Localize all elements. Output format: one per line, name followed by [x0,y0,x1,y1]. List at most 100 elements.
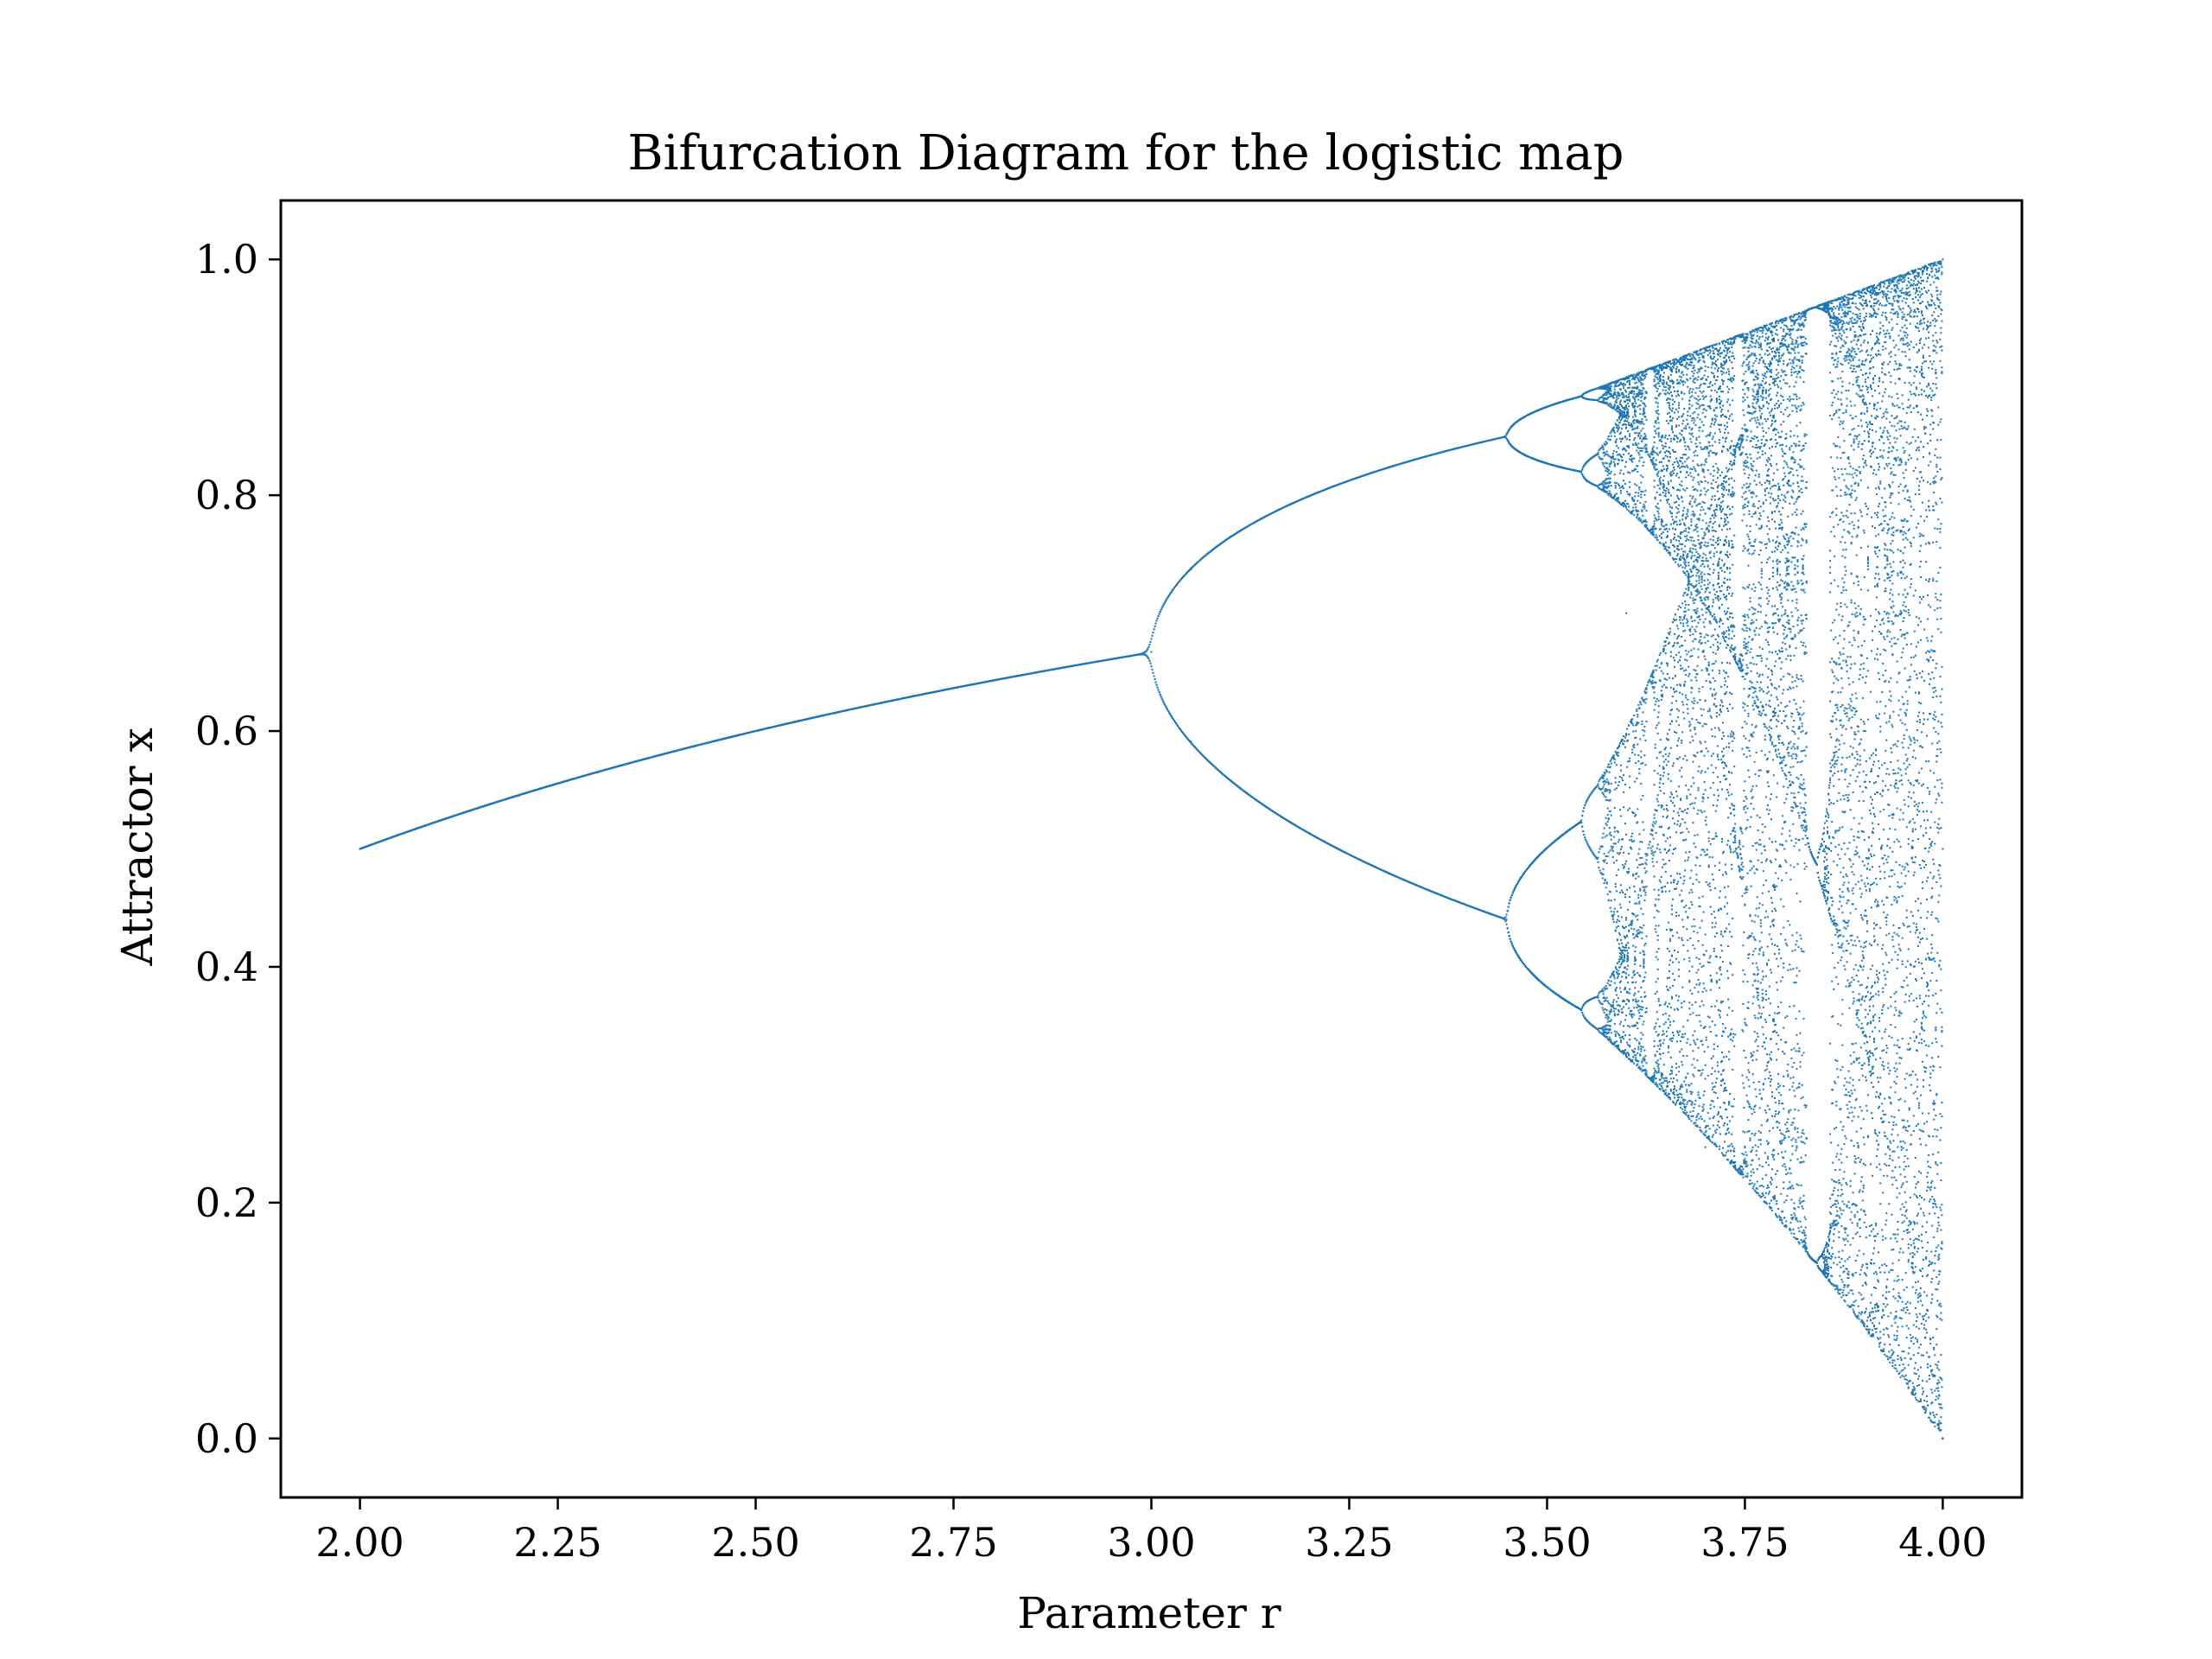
attractor-point [581,775,582,778]
attractor-point [1147,645,1150,648]
attractor-point [585,774,588,777]
attractor-point [1155,620,1158,622]
attractor-point [461,812,463,815]
attractor-point [1156,686,1159,689]
attractor-point [1174,586,1176,588]
attractor-point [1097,660,1100,663]
data-point [1704,1146,1707,1148]
attractor-point [1366,862,1369,865]
attractor-point [1185,735,1187,738]
attractor-point [1183,575,1185,577]
attractor-point [1232,534,1235,537]
attractor-point [645,758,647,760]
attractor-point [655,754,658,757]
attractor-point [1151,634,1154,637]
attractor-point [1170,715,1173,718]
attractor-point [1431,454,1433,456]
attractor-point [1366,473,1369,475]
attractor-point [1326,842,1328,844]
attractor-point [1421,456,1423,459]
attractor-point [431,822,433,824]
attractor-point [1184,574,1186,576]
attractor-point [859,706,861,709]
attractor-point [1159,611,1161,613]
attractor-point [1183,733,1185,735]
data-point [1942,848,1944,850]
attractor-point [536,789,538,791]
attractor-point [854,707,856,709]
attractor-point [1128,655,1129,658]
attractor-point [664,753,667,754]
attractor-point [630,761,632,764]
data-point [1150,651,1153,653]
attractor-point [1256,800,1259,803]
attractor-point [1370,864,1373,867]
attractor-point [1426,455,1427,458]
attractor-point [1180,729,1183,732]
attractor-point [1262,804,1264,806]
attractor-point [470,809,473,811]
attractor-point [1187,570,1190,573]
attractor-point [1440,894,1443,897]
attractor-point [973,683,976,685]
attractor-point [779,724,781,727]
attractor-point [520,793,523,796]
attractor-point [993,679,995,682]
attractor-point [830,713,831,715]
attractor-point [1155,683,1158,686]
attractor-point [1287,819,1289,822]
attractor-point [1179,579,1182,582]
attractor-point [1107,658,1109,661]
attractor-point [1165,706,1167,709]
attractor-point [1382,468,1384,471]
attractor-point [804,718,806,721]
attractor-point [1112,658,1115,660]
attractor-point [545,785,548,788]
attractor-point [475,807,478,810]
attractor-point [1167,711,1170,714]
attractor-point [481,805,483,808]
attractor-point [1262,517,1264,519]
attractor-point [614,766,617,768]
attractor-point [670,751,672,753]
attractor-point [764,728,766,730]
attractor-point [1149,662,1152,664]
attractor-point [849,709,851,711]
attractor-point [1351,478,1354,480]
attractor-point [1160,697,1163,700]
attractor-point [1171,589,1173,592]
attractor-point [1211,549,1214,550]
attractor-point [569,779,572,781]
attractor-point [525,791,528,794]
attractor-point [1376,867,1378,869]
attractor-point [1406,880,1408,882]
attractor-point [913,695,916,697]
attractor-point [948,688,950,690]
attractor-point [1386,871,1389,874]
attractor-point [1316,492,1319,494]
attractor-point [1062,666,1065,669]
attractor-point [1151,668,1154,671]
attractor-point [1160,608,1162,611]
attractor-point [446,817,448,819]
attractor-point [366,845,369,848]
attractor-point [659,753,662,756]
attractor-point [451,815,454,817]
attractor-point [1401,878,1403,880]
attractor-point [1202,754,1205,757]
attractor-point [1306,495,1309,498]
attractor-point [1222,773,1224,776]
attractor-point [1277,509,1279,512]
attractor-point [1287,505,1289,507]
attractor-point [496,801,499,804]
attractor-point [1178,726,1179,728]
attractor-point [1170,590,1173,593]
attractor-point [1058,667,1060,670]
attractor-point [1410,882,1413,885]
attractor-point [1232,781,1235,784]
attractor-point [1410,460,1413,461]
attractor-point [874,702,876,705]
attractor-point [918,694,920,696]
attractor-point [899,698,901,700]
